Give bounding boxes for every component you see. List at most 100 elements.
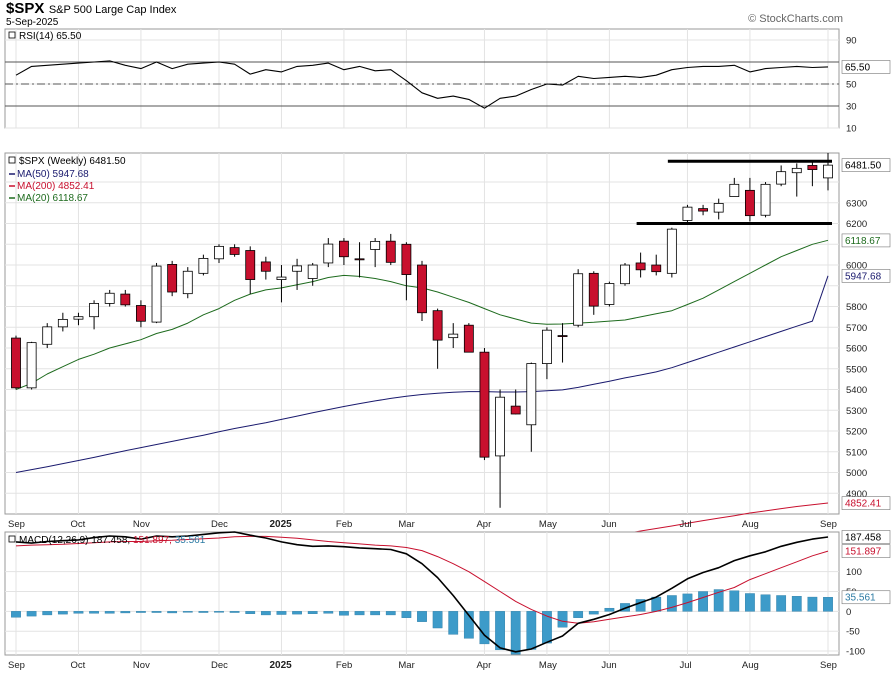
macd-legend-swatch [8,535,16,543]
macd-histogram-bar [214,611,224,613]
price-candle-body [11,337,21,389]
price-candle-body [338,240,349,258]
price-candle-body [120,293,131,306]
macd-histogram-bar [417,611,427,622]
price-value-tag: 6481.50 [845,161,882,172]
macd-histogram-bar [479,611,490,645]
price-candle-body [214,245,224,260]
macd-histogram-bar [26,611,37,617]
macd-histogram-bar [573,611,584,618]
chart-header: $SPX S&P 500 Large Cap Index [6,0,176,18]
date-label: 5-Sep-2025 [6,17,59,28]
price-y-tick-label: 4900 [846,489,867,500]
price-candle-body [167,264,178,293]
price-candle-body [432,310,443,341]
macd-histogram-bar [588,611,599,615]
price-x-tick-label: Jun [601,519,616,530]
price-y-tick-label: 5400 [846,385,867,396]
price-y-tick-label: 6300 [846,198,867,209]
macd-x-tick-label: May [539,660,557,671]
macd-histogram-bar [307,611,318,614]
price-candle-body [495,396,506,457]
rsi-y-tick-label: 30 [846,102,857,113]
macd-y-tick-label: 100 [846,567,862,578]
price-candle-body [541,329,552,364]
price-y-tick-label: 5300 [846,406,867,417]
macd-histogram-bar [666,595,677,612]
macd-legend-hist-value: 35.561 [175,535,206,546]
macd-x-tick-label: Dec [211,660,228,671]
macd-histogram-bar [323,611,334,614]
price-candle-body [260,261,271,272]
macd-x-tick-label: 2025 [269,660,292,671]
ma20-value-tag: 6118.67 [845,236,881,247]
ma20-value-tag-box [841,233,891,248]
rsi-y-tick-label: 90 [846,36,857,47]
price-x-tick-label: Oct [70,519,85,530]
price-candle-body [823,164,833,179]
price-candle-body [526,363,537,426]
price-candle-body [776,171,787,185]
price-candle-body [73,316,84,320]
price-candle-body [417,264,427,314]
macd-histogram-bar [651,596,662,612]
ma50-legend-label: MA(50) 5947.68 [17,169,89,180]
price-candle-body [354,258,365,261]
price-candle-body [57,318,68,328]
macd-histogram-bar [745,593,755,612]
price-candle-body [510,405,521,415]
price-x-tick-label: Apr [476,519,491,530]
macd-histogram-bar [557,611,568,628]
price-y-tick-label: 5200 [846,427,867,438]
price-x-tick-label: Jul [679,519,691,530]
macd-x-tick-label: Nov [133,660,150,671]
macd-histogram-bar [495,611,505,651]
price-candle-body [245,250,256,280]
macd-line [15,531,829,653]
macd-histogram-bar [104,611,115,614]
price-candle-body [448,333,459,339]
price-candle-body [463,324,474,353]
rsi-y-tick-label: 50 [846,80,857,91]
macd-x-tick-label: Sep [820,660,837,671]
price-candle-body [307,264,318,279]
price-x-tick-label: May [539,519,557,530]
price-candle-body [198,257,209,274]
rsi-panel-frame [4,28,840,129]
macd-histogram-bar [729,590,740,612]
price-x-tick-label: 2025 [269,519,292,530]
price-candle-body [370,240,381,250]
price-y-tick-label: 5800 [846,302,867,313]
ma50-value-tag-box [841,269,891,283]
macd-y-tick-label: 0 [846,607,851,618]
macd-histogram-bar [385,611,396,616]
price-candle-body [26,342,37,389]
macd-histogram-bar [604,607,615,612]
price-candle-body [635,262,646,271]
macd-x-tick-label: Oct [70,660,85,671]
macd-histogram-bar [510,611,521,655]
macd-x-tick-label: Jul [679,660,691,671]
price-legend-swatch [8,156,16,164]
price-legend-label: $SPX (Weekly) 6481.50 [19,156,126,167]
macd-histogram-bar [760,594,771,612]
price-candle-body [479,351,490,458]
price-candle-body [698,208,709,212]
macd-histogram-bar [182,611,193,613]
macd-signal-value-tag-box [841,544,891,558]
macd-histogram-bar [526,611,537,650]
macd-histogram-bar [791,596,802,612]
price-x-tick-label: Aug [742,519,759,530]
price-candle-body [385,240,396,263]
ma20-legend-label: MA(20) 6118.67 [17,193,88,204]
price-candle-body [182,270,193,295]
macd-histogram-bar [73,611,84,614]
macd-histogram-bar [136,611,146,613]
macd-histogram-bar [260,611,271,616]
symbol-label: $SPX [6,0,45,17]
macd-histogram-bar [713,589,724,612]
price-candle-body [323,243,334,264]
macd-legend-macd-value: 187.458, [91,535,133,546]
price-candle-body [573,273,584,326]
macd-histogram-bar [11,611,21,618]
